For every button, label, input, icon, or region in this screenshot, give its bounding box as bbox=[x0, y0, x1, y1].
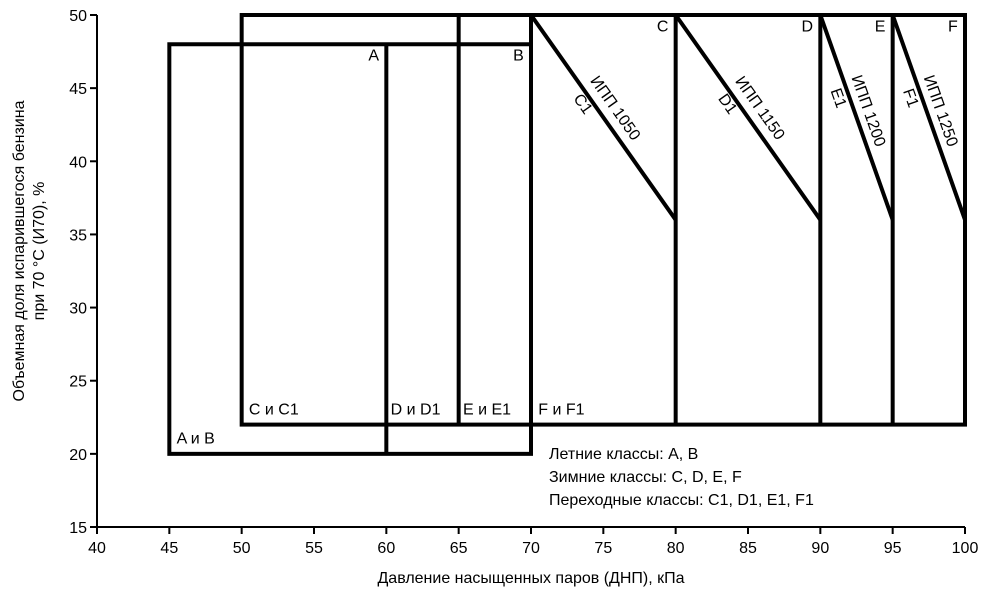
vli-boundary-line bbox=[890, 14, 967, 221]
vli-boundary-line bbox=[674, 13, 822, 221]
y-tick-label: 30 bbox=[69, 301, 87, 318]
x-tick-label: 95 bbox=[884, 540, 902, 557]
y-tick-label: 45 bbox=[69, 81, 87, 98]
x-tick-label: 50 bbox=[233, 540, 251, 557]
vli-class-label: E1 bbox=[827, 86, 850, 110]
legend-note: Зимние классы: C, D, E, F bbox=[549, 469, 742, 486]
x-axis-title: Давление насыщенных паров (ДНП), кПа bbox=[377, 570, 684, 587]
class-label: E bbox=[875, 18, 886, 35]
vli-class-label: C1 bbox=[570, 91, 596, 118]
class-label: A и B bbox=[177, 431, 215, 448]
y-axis-title-line: при 70 °C (И70), % bbox=[31, 182, 48, 321]
vli-boundary-line bbox=[818, 14, 895, 221]
x-tick-label: 65 bbox=[450, 540, 468, 557]
x-tick-label: 70 bbox=[522, 540, 540, 557]
x-tick-label: 80 bbox=[667, 540, 685, 557]
notes: Летние классы: A, B Зимние классы: C, D, … bbox=[549, 446, 814, 509]
vli-boundary-line bbox=[529, 13, 678, 221]
y-tick-label: 40 bbox=[69, 154, 87, 171]
y-axis-title-line: Объемная доля испарившегося бензина bbox=[11, 100, 28, 401]
y-tick-label: 20 bbox=[69, 447, 87, 464]
vli-class-label: D1 bbox=[714, 91, 740, 118]
class-label: B bbox=[513, 48, 524, 65]
class-label: C bbox=[657, 18, 669, 35]
y-tick-label: 25 bbox=[69, 374, 87, 391]
region-A-B bbox=[167, 42, 533, 456]
x-tick-label: 40 bbox=[88, 540, 106, 557]
dividers bbox=[384, 15, 895, 454]
y-tick-label: 35 bbox=[69, 227, 87, 244]
legend-note: Переходные классы: C1, D1, E1, F1 bbox=[549, 492, 814, 509]
x-tick-label: 60 bbox=[377, 540, 395, 557]
class-label: A bbox=[368, 48, 379, 65]
class-label: F и F1 bbox=[538, 401, 584, 418]
x-tick-label: 90 bbox=[811, 540, 829, 557]
class-label: D и D1 bbox=[391, 401, 441, 418]
axes: 40 45 50 55 60 65 70 75 80 85 90 95 100 15 20 25 30 35 40 4… bbox=[11, 8, 978, 587]
x-tick-label: 75 bbox=[594, 540, 612, 557]
class-label: E и E1 bbox=[463, 401, 511, 418]
y-tick-label: 15 bbox=[69, 520, 87, 537]
class-label: D bbox=[802, 18, 814, 35]
x-tick-label: 55 bbox=[305, 540, 323, 557]
class-label: F bbox=[948, 18, 958, 35]
class-label: C и C1 bbox=[249, 401, 299, 418]
x-tick-label: 45 bbox=[160, 540, 178, 557]
vli-class-label: F1 bbox=[899, 87, 921, 110]
y-tick-label: 50 bbox=[69, 8, 87, 25]
x-tick-label: 100 bbox=[952, 540, 979, 557]
x-tick-label: 85 bbox=[739, 540, 757, 557]
legend-note: Летние классы: A, B bbox=[549, 446, 698, 463]
diagonals bbox=[529, 13, 967, 221]
